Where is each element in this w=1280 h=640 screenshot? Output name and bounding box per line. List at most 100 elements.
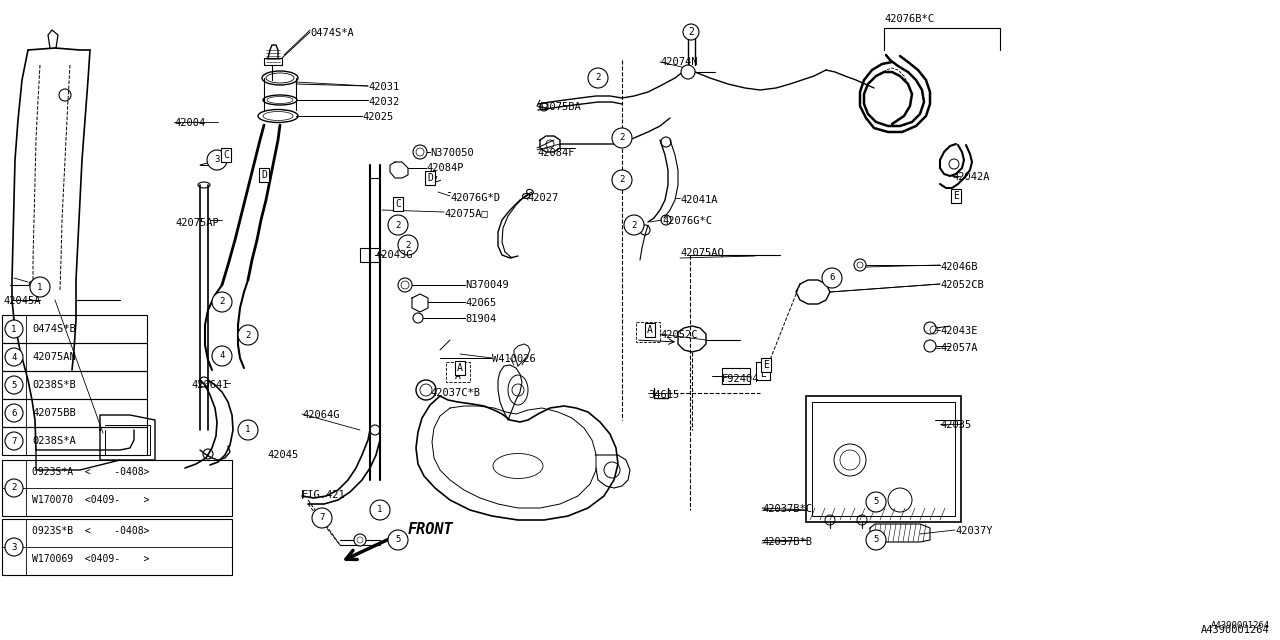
Text: W170070  <0409-    >: W170070 <0409- > — [32, 495, 150, 505]
Text: 2: 2 — [246, 330, 251, 339]
Text: A4390001264: A4390001264 — [1201, 625, 1270, 635]
Text: 0923S*A  <    -0408>: 0923S*A < -0408> — [32, 467, 150, 477]
Text: 3: 3 — [12, 543, 17, 552]
Text: C: C — [223, 150, 229, 160]
Text: 42037C*B: 42037C*B — [430, 388, 480, 398]
Text: 42064I: 42064I — [191, 380, 229, 390]
Bar — [445, 362, 470, 382]
Circle shape — [822, 268, 842, 288]
Text: E: E — [956, 196, 963, 206]
Bar — [3, 371, 147, 399]
Text: A: A — [456, 371, 461, 381]
Circle shape — [5, 479, 23, 497]
Circle shape — [588, 68, 608, 88]
Circle shape — [238, 325, 259, 345]
Text: N370049: N370049 — [465, 280, 508, 290]
Bar — [360, 248, 380, 262]
Text: A: A — [645, 329, 652, 339]
Text: 2: 2 — [12, 483, 17, 493]
Circle shape — [684, 24, 699, 40]
Text: 42025: 42025 — [362, 112, 393, 122]
Text: 4: 4 — [219, 351, 225, 360]
Text: 7: 7 — [12, 436, 17, 445]
Text: 2: 2 — [406, 241, 411, 250]
Circle shape — [29, 277, 50, 297]
Text: 42042A: 42042A — [952, 172, 989, 182]
Text: D: D — [261, 170, 268, 180]
Circle shape — [312, 508, 332, 528]
Text: 42046B: 42046B — [940, 262, 978, 272]
Circle shape — [681, 65, 695, 79]
Text: 0474S*B: 0474S*B — [32, 324, 76, 334]
Text: FIG.421: FIG.421 — [302, 490, 346, 500]
Text: 42031: 42031 — [369, 82, 399, 92]
Text: 42052C: 42052C — [660, 330, 698, 340]
Text: 2: 2 — [620, 134, 625, 143]
Circle shape — [5, 538, 23, 556]
Circle shape — [212, 346, 232, 366]
Text: 42041A: 42041A — [680, 195, 718, 205]
Circle shape — [854, 259, 867, 271]
Circle shape — [207, 150, 227, 170]
Text: 42065: 42065 — [465, 298, 497, 308]
Circle shape — [413, 145, 428, 159]
Circle shape — [5, 404, 23, 422]
Text: 0238S*A: 0238S*A — [32, 436, 76, 446]
Text: 1: 1 — [378, 506, 383, 515]
Text: 81904: 81904 — [465, 314, 497, 324]
Circle shape — [398, 235, 419, 255]
Text: 6: 6 — [829, 273, 835, 282]
Circle shape — [5, 432, 23, 450]
Bar — [3, 343, 147, 371]
Text: 5: 5 — [396, 536, 401, 545]
Text: 1: 1 — [246, 426, 251, 435]
Text: 2: 2 — [689, 27, 694, 37]
Text: 42037B*C: 42037B*C — [762, 504, 812, 514]
Circle shape — [5, 376, 23, 394]
Text: D: D — [428, 173, 433, 183]
Circle shape — [612, 128, 632, 148]
Text: 1: 1 — [37, 282, 42, 291]
Text: 3: 3 — [214, 156, 220, 164]
Text: 42035: 42035 — [940, 420, 972, 430]
Text: 5: 5 — [12, 381, 17, 390]
Text: W170069  <0409-    >: W170069 <0409- > — [32, 554, 150, 564]
Text: 42057A: 42057A — [940, 343, 978, 353]
Bar — [3, 315, 147, 343]
Text: E: E — [763, 360, 769, 370]
Text: 42084P: 42084P — [426, 163, 463, 173]
Text: 42043G: 42043G — [375, 250, 412, 260]
Circle shape — [5, 320, 23, 338]
Text: A: A — [648, 325, 653, 335]
Text: 42045A: 42045A — [3, 296, 41, 306]
Circle shape — [370, 500, 390, 520]
Text: E: E — [760, 369, 765, 379]
Text: 42004: 42004 — [174, 118, 205, 128]
Text: 42076G*D: 42076G*D — [451, 193, 500, 203]
Text: 42075AQ: 42075AQ — [680, 248, 723, 258]
Circle shape — [388, 530, 408, 550]
Text: 42043E: 42043E — [940, 326, 978, 336]
Text: 42075AP: 42075AP — [175, 218, 219, 228]
Text: 42045: 42045 — [268, 450, 298, 460]
Text: 42075AN: 42075AN — [32, 352, 76, 362]
Circle shape — [612, 170, 632, 190]
Text: 2: 2 — [219, 298, 225, 307]
Circle shape — [355, 534, 366, 546]
Bar — [3, 460, 232, 516]
Text: 2: 2 — [620, 175, 625, 184]
Text: FRONT: FRONT — [408, 522, 453, 538]
Bar — [3, 519, 232, 575]
Text: 2: 2 — [595, 74, 600, 83]
Circle shape — [924, 340, 936, 352]
Text: 4: 4 — [12, 353, 17, 362]
Text: 42084F: 42084F — [538, 148, 575, 158]
Circle shape — [924, 322, 936, 334]
Bar — [3, 427, 147, 455]
Text: 42075BB: 42075BB — [32, 408, 76, 418]
Text: A4390001264: A4390001264 — [1211, 621, 1270, 630]
Text: C: C — [396, 199, 401, 209]
Text: 42052CB: 42052CB — [940, 280, 984, 290]
Text: 2: 2 — [631, 221, 636, 230]
Circle shape — [5, 348, 23, 366]
